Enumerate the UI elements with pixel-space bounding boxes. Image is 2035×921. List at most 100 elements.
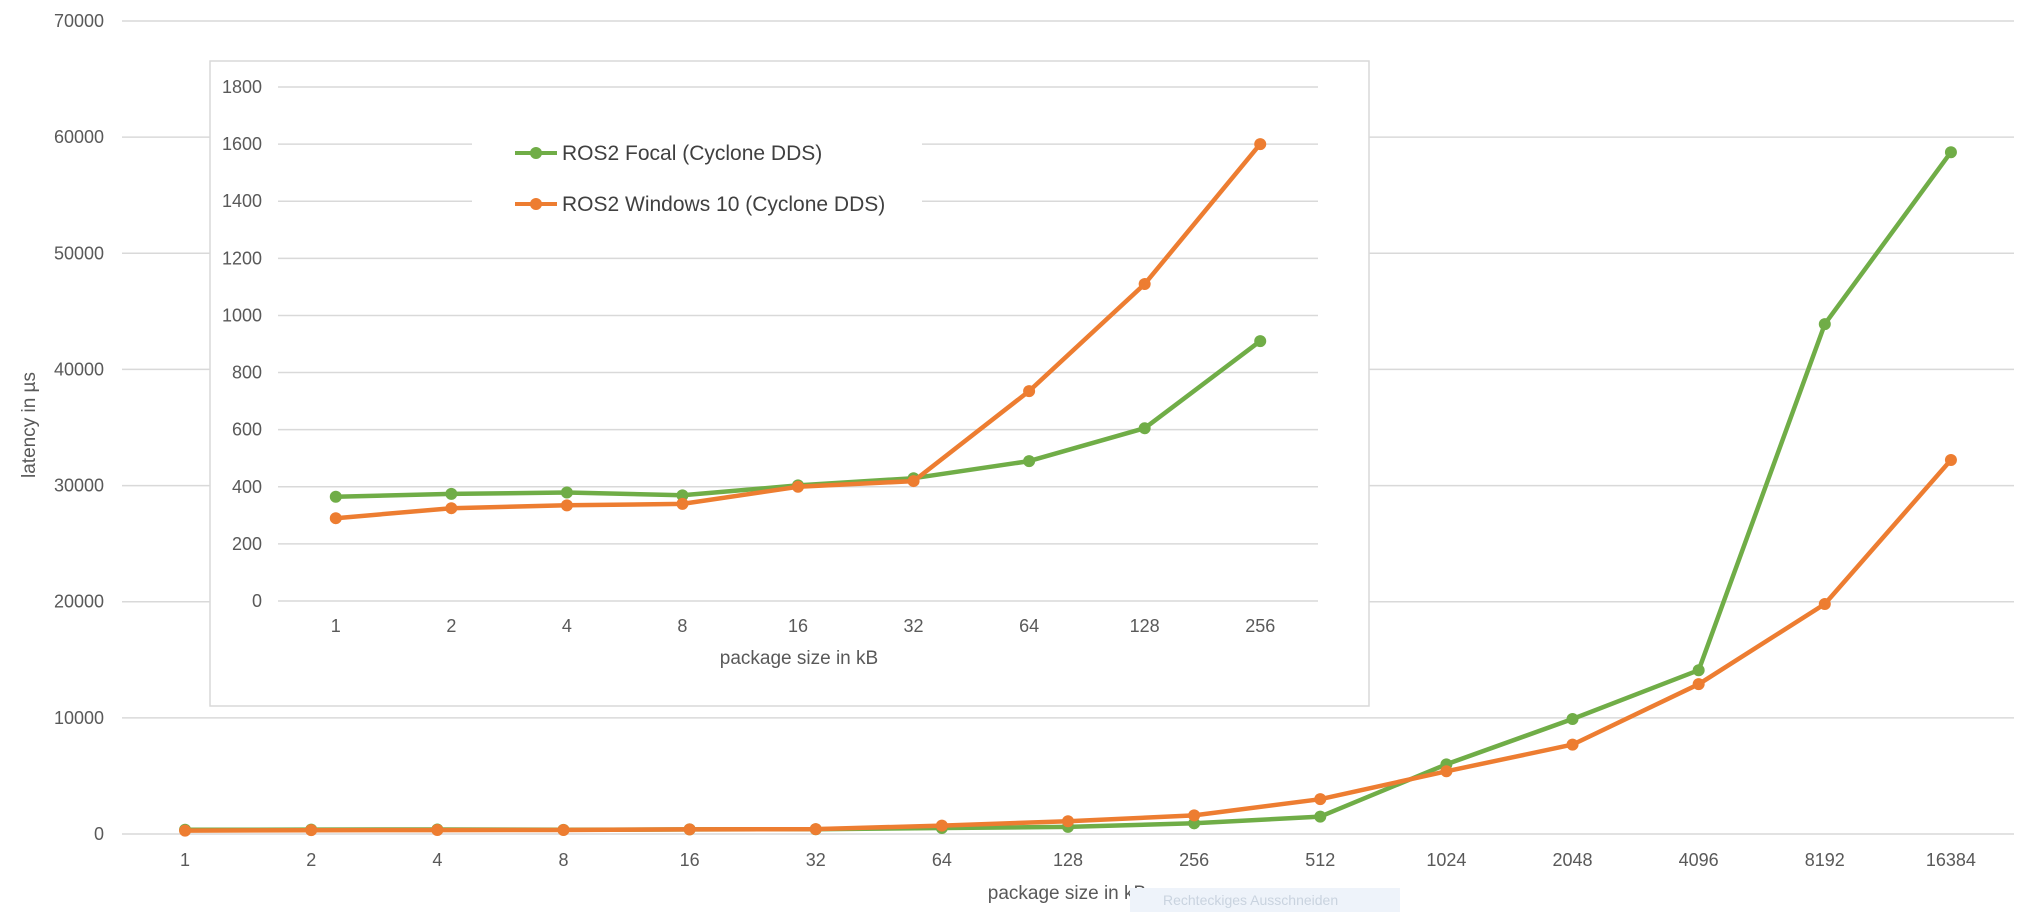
inset-point-windows [560, 499, 573, 512]
main-x-tick-label: 1 [180, 850, 190, 870]
main-point-focal [1566, 713, 1579, 726]
main-point-focal [1314, 810, 1327, 823]
main-point-windows [1314, 793, 1327, 806]
main-y-axis-title: latency in µs [19, 372, 40, 478]
legend: ROS2 Focal (Cyclone DDS) ROS2 Windows 10… [515, 142, 885, 216]
main-x-tick-label: 1024 [1426, 850, 1466, 870]
inset-x-tick-label: 256 [1245, 616, 1275, 636]
inset-x-tick-label: 2 [446, 616, 456, 636]
legend-item-focal: ROS2 Focal (Cyclone DDS) [515, 142, 822, 165]
inset-x-tick-label: 8 [677, 616, 687, 636]
main-x-ticks: 1 2 4 8 16 32 64 128 256 512 1024 2048 4096 8192 16384 [180, 850, 1976, 870]
inset-y-tick-label: 1400 [222, 191, 262, 211]
inset-y-tick-label: 1000 [222, 305, 262, 325]
main-x-tick-label: 512 [1305, 850, 1335, 870]
main-point-windows [1818, 598, 1831, 611]
snipping-tool-overlay-label: Rechteckiges Ausschneiden [1163, 892, 1338, 908]
main-y-tick-label: 20000 [54, 592, 104, 612]
inset-y-tick-label: 1800 [222, 77, 262, 97]
inset-x-tick-label: 1 [331, 616, 341, 636]
inset-point-focal [676, 489, 689, 502]
main-x-tick-label: 8 [558, 850, 568, 870]
main-point-windows [1692, 678, 1705, 691]
inset-y-tick-label: 600 [232, 420, 262, 440]
inset-chart: 0 200 400 600 800 1000 1200 1400 1600 1800 1 2 4 8 16… [209, 60, 1370, 707]
main-x-tick-label: 32 [806, 850, 826, 870]
inset-point-focal [1254, 335, 1267, 348]
inset-y-tick-label: 0 [252, 591, 262, 611]
main-y-tick-label: 60000 [54, 127, 104, 147]
main-point-windows [809, 823, 822, 836]
inset-x-ticks: 1 2 4 8 16 32 64 128 256 [331, 616, 1275, 636]
inset-x-tick-label: 128 [1130, 616, 1160, 636]
main-x-tick-label: 128 [1053, 850, 1083, 870]
legend-label-focal: ROS2 Focal (Cyclone DDS) [562, 142, 822, 165]
inset-point-windows [1138, 278, 1151, 291]
main-y-tick-label: 10000 [54, 708, 104, 728]
main-y-ticks: 0 10000 20000 30000 40000 50000 60000 70000 [54, 11, 104, 844]
inset-point-focal [560, 486, 573, 499]
main-x-tick-label: 64 [932, 850, 952, 870]
inset-point-focal [445, 487, 458, 500]
inset-y-tick-label: 400 [232, 477, 262, 497]
main-y-tick-label: 50000 [54, 243, 104, 263]
main-y-tick-label: 30000 [54, 476, 104, 496]
main-point-focal [1944, 146, 1957, 159]
main-x-tick-label: 4 [432, 850, 442, 870]
inset-point-windows [1254, 138, 1267, 151]
inset-y-ticks: 0 200 400 600 800 1000 1200 1400 1600 1800 [222, 77, 262, 611]
main-x-tick-label: 256 [1179, 850, 1209, 870]
inset-x-tick-label: 64 [1019, 616, 1039, 636]
inset-x-axis-title: package size in kB [720, 648, 878, 669]
main-point-windows [1188, 809, 1201, 822]
inset-y-tick-label: 800 [232, 363, 262, 383]
inset-x-tick-label: 4 [562, 616, 572, 636]
inset-point-focal [1023, 455, 1036, 468]
snipping-tool-overlay: Rechteckiges Ausschneiden [1130, 888, 1400, 912]
main-point-windows [683, 823, 696, 836]
inset-point-windows [792, 480, 804, 493]
main-point-focal [1818, 318, 1831, 331]
inset-x-tick-label: 32 [904, 616, 924, 636]
legend-marker-windows [530, 198, 542, 210]
main-point-windows [1440, 765, 1453, 778]
main-x-tick-label: 8192 [1805, 850, 1845, 870]
inset-point-windows [676, 497, 689, 510]
inset-y-tick-label: 1600 [222, 134, 262, 154]
legend-marker-focal [530, 147, 542, 159]
main-series [179, 146, 1957, 837]
legend-background [472, 130, 922, 230]
main-x-tick-label: 16 [680, 850, 700, 870]
main-point-windows [1566, 738, 1579, 751]
main-point-windows [557, 823, 570, 836]
inset-point-windows [1023, 385, 1036, 398]
main-point-windows [935, 819, 948, 832]
main-y-tick-label: 70000 [54, 11, 104, 31]
inset-y-tick-label: 1200 [222, 248, 262, 268]
main-x-tick-label: 2 [306, 850, 316, 870]
main-point-windows [1062, 815, 1074, 828]
main-y-tick-label: 40000 [54, 359, 104, 379]
main-point-windows [1944, 454, 1957, 467]
legend-item-windows: ROS2 Windows 10 (Cyclone DDS) [515, 193, 885, 216]
inset-y-tick-label: 200 [232, 534, 262, 554]
main-y-tick-label: 0 [94, 824, 104, 844]
main-x-tick-label: 2048 [1553, 850, 1593, 870]
main-point-windows [179, 824, 192, 837]
inset-point-windows [907, 475, 920, 488]
main-point-windows [305, 824, 318, 837]
main-point-focal [1692, 664, 1705, 677]
inset-point-focal [329, 490, 342, 503]
inset-point-windows [445, 502, 458, 515]
legend-label-windows: ROS2 Windows 10 (Cyclone DDS) [562, 193, 885, 216]
inset-x-tick-label: 16 [788, 616, 808, 636]
inset-series [329, 138, 1267, 525]
main-x-tick-label: 16384 [1926, 850, 1976, 870]
main-point-windows [431, 824, 444, 837]
main-x-tick-label: 4096 [1679, 850, 1719, 870]
main-x-axis-title: package size in kB [988, 883, 1146, 904]
inset-point-focal [1138, 422, 1151, 435]
snipping-tool-overlay-box [1130, 888, 1400, 912]
inset-point-windows [329, 512, 342, 525]
